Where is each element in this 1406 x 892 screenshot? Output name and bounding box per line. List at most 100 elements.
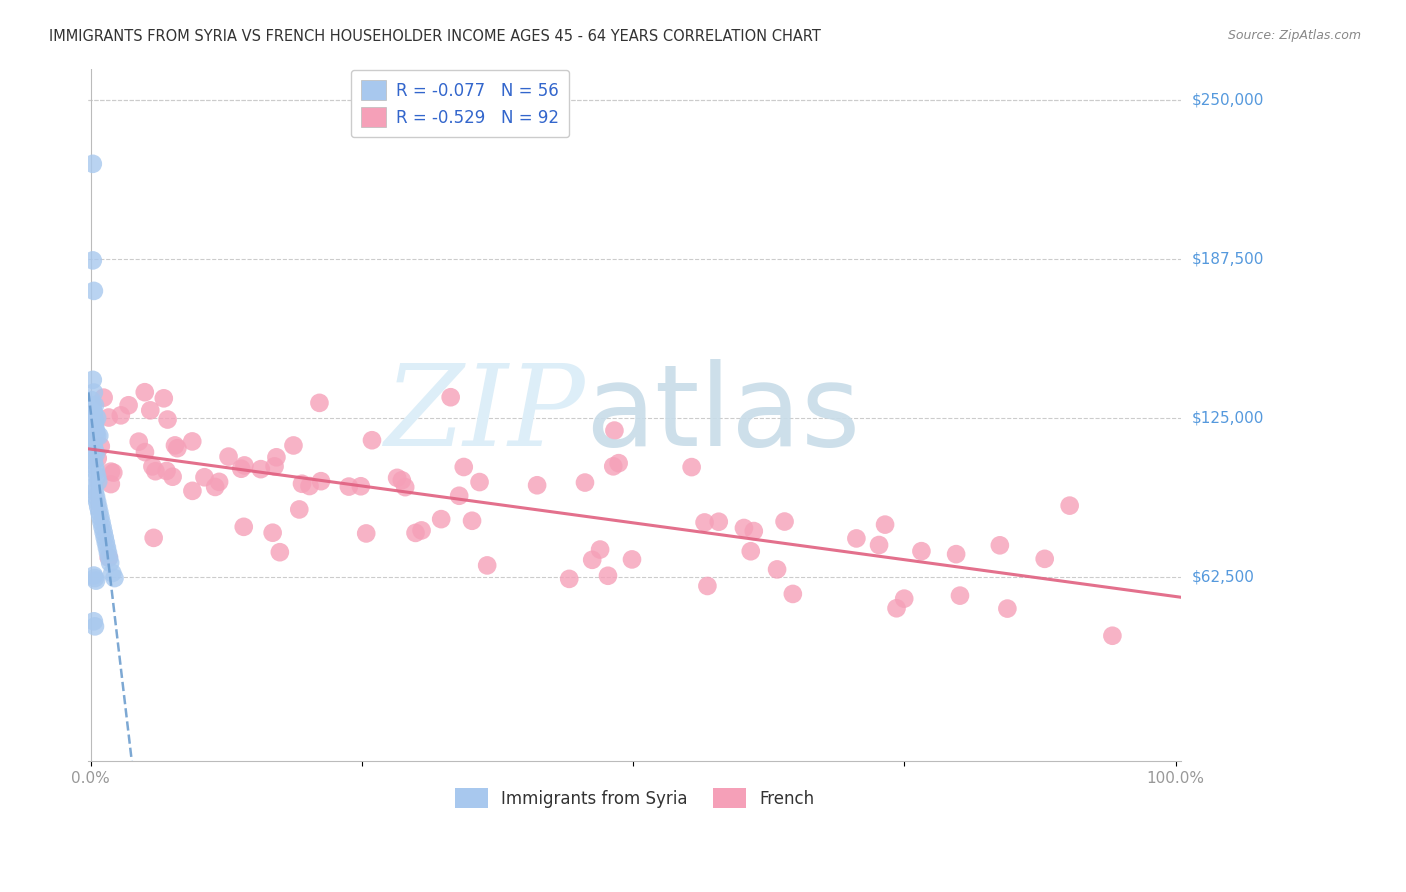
Point (100, 477, 122, 491)
Point (84, 413, 107, 427)
Point (475, 558, 498, 573)
Point (90, 439, 112, 453)
Point (98, 556, 121, 570)
Point (231, 461, 253, 475)
Point (82, 398, 104, 412)
Point (218, 450, 240, 464)
Point (283, 438, 305, 452)
Point (80, 393, 103, 408)
Point (361, 434, 384, 448)
Point (773, 515, 796, 529)
Point (87, 500, 110, 514)
Point (886, 601, 908, 615)
Point (101, 566, 124, 580)
Point (100, 465, 122, 479)
Text: $187,500: $187,500 (1192, 252, 1264, 267)
Point (84, 444, 107, 458)
Point (309, 474, 332, 488)
Point (693, 516, 716, 530)
Text: $62,500: $62,500 (1192, 569, 1256, 584)
Point (232, 520, 254, 534)
Point (83, 409, 105, 423)
Point (204, 480, 226, 494)
Text: $125,000: $125,000 (1192, 410, 1264, 425)
Point (86, 411, 108, 425)
Point (93, 391, 115, 405)
Point (162, 469, 184, 483)
Text: $250,000: $250,000 (1192, 93, 1264, 108)
Point (86, 469, 108, 483)
Point (98, 550, 121, 565)
Point (405, 525, 427, 540)
Point (391, 473, 413, 487)
Point (83, 454, 105, 468)
Point (910, 544, 932, 558)
Point (269, 545, 291, 559)
Point (84, 424, 107, 438)
Point (440, 390, 463, 404)
Point (91, 520, 114, 534)
Point (82, 436, 104, 450)
Point (82, 373, 104, 387)
Point (288, 502, 311, 516)
Point (620, 552, 643, 566)
Point (84, 421, 107, 435)
Point (83, 442, 105, 456)
Point (291, 476, 314, 491)
Point (83, 411, 105, 425)
Point (308, 396, 330, 410)
Point (156, 412, 179, 426)
Point (84, 418, 107, 433)
Point (97, 550, 120, 565)
Point (155, 464, 177, 478)
Point (83, 385, 105, 400)
Point (141, 459, 163, 474)
Point (97, 546, 120, 560)
Point (166, 441, 188, 455)
Point (873, 517, 896, 532)
Point (117, 398, 139, 412)
Point (96, 541, 118, 555)
Point (82, 157, 104, 171)
Point (430, 512, 453, 526)
Point (84, 459, 107, 474)
Point (93, 525, 115, 540)
Point (782, 587, 804, 601)
Point (298, 479, 321, 493)
Point (262, 525, 284, 540)
Point (83, 439, 105, 453)
Point (696, 579, 718, 593)
Point (461, 514, 484, 528)
Point (152, 392, 174, 406)
Point (603, 424, 626, 438)
Point (80, 434, 103, 448)
Point (868, 538, 890, 552)
Point (134, 445, 156, 459)
Point (163, 438, 186, 452)
Text: Source: ZipAtlas.com: Source: ZipAtlas.com (1227, 29, 1361, 42)
Point (266, 450, 288, 465)
Point (845, 532, 868, 546)
Point (449, 489, 471, 503)
Point (83, 568, 105, 582)
Point (607, 456, 630, 470)
Point (84, 619, 107, 633)
Point (350, 479, 373, 493)
Point (893, 591, 915, 606)
Point (385, 471, 408, 485)
Point (742, 524, 765, 538)
Point (83, 615, 105, 629)
Point (139, 403, 162, 417)
Point (707, 515, 730, 529)
Point (988, 538, 1011, 552)
Point (83, 416, 105, 430)
Point (93, 530, 115, 544)
Point (83, 480, 105, 494)
Point (193, 470, 215, 484)
Point (128, 434, 150, 449)
Point (581, 553, 603, 567)
Point (949, 589, 972, 603)
Point (250, 462, 273, 476)
Point (82, 449, 104, 463)
Point (94, 535, 117, 549)
